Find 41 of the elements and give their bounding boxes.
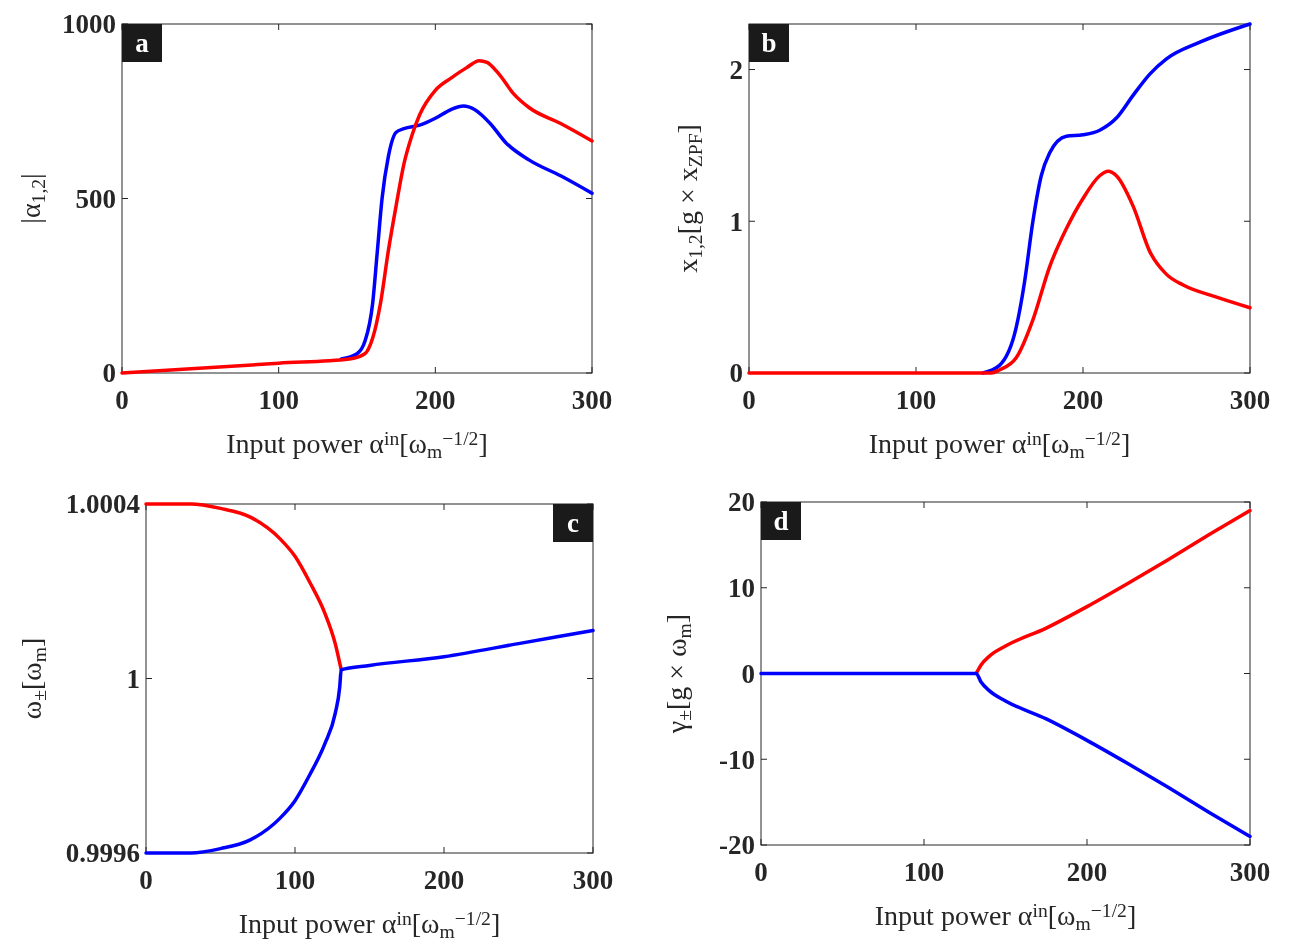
y-tick-label: 0	[102, 358, 116, 389]
x-tick-label: 200	[1062, 385, 1104, 415]
line-series	[339, 104, 594, 361]
annotation: a	[135, 28, 150, 58]
annotation: c	[567, 508, 580, 538]
line-series	[144, 502, 343, 672]
x-tick-label: 100	[895, 385, 937, 415]
x-axis-title: Input power α$^{in}$[ω$_{m}$$^{−1/2}$]	[868, 428, 1131, 462]
x-tick-label: 300	[1229, 385, 1271, 415]
line-series	[747, 169, 1252, 375]
y-tick-label: 1.0004	[65, 489, 140, 520]
x-tick-label: 300	[1229, 857, 1271, 887]
y-tick-label: 20	[728, 487, 755, 518]
x-tick-label: 100	[903, 857, 945, 887]
y-tick-label: 500	[75, 183, 116, 214]
x-tick-label: 100	[258, 385, 299, 415]
annotation: b	[761, 28, 777, 58]
y-tick-label: 10	[728, 573, 755, 604]
x-tick-label: 200	[423, 865, 465, 895]
x-tick-label: 200	[1066, 857, 1108, 887]
y-tick-label: 1	[126, 663, 140, 694]
x-tick-label: 300	[571, 385, 613, 415]
y-tick-label: -10	[719, 744, 755, 775]
x-tick-label: 200	[415, 385, 456, 415]
x-axis-title: Input power α$^{in}$[ω$_{m}$$^{−1/2}$]	[226, 428, 488, 462]
y-tick-label: 1	[729, 206, 743, 237]
y-tick-label: 1000	[62, 9, 116, 40]
y-tick-label: 0	[729, 358, 743, 389]
y-tick-label: 0.9996	[65, 838, 140, 869]
y-tick-label: -20	[719, 830, 755, 861]
annotation: d	[773, 506, 789, 536]
y-tick-label: 2	[729, 54, 743, 85]
line-series	[120, 58, 594, 375]
x-tick-label: 300	[572, 865, 614, 895]
line-series	[144, 628, 595, 855]
line-series	[759, 671, 1252, 839]
y-tick-label: 0	[741, 658, 755, 689]
line-series	[974, 508, 1252, 676]
x-axis-title: Input power α$^{in}$[ω$_{m}$$^{−1/2}$]	[238, 908, 501, 942]
x-tick-label: 100	[274, 865, 316, 895]
x-axis-title: Input power α$^{in}$[ω$_{m}$$^{−1/2}$]	[874, 900, 1137, 934]
